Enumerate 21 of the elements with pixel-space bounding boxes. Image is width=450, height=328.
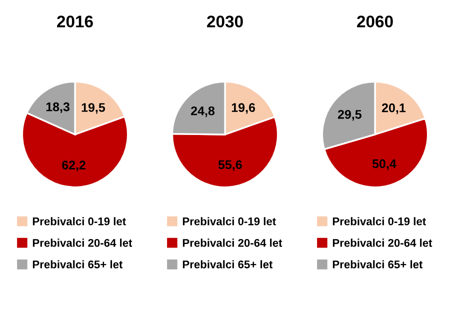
data-label: 20,1 <box>382 103 406 114</box>
data-label: 62,2 <box>62 160 86 172</box>
legend-label: Prebivalci 0-19 let <box>32 217 126 226</box>
data-label: 50,4 <box>372 159 396 170</box>
chart-title: 2016 <box>57 16 93 28</box>
data-label: 24,8 <box>191 106 215 118</box>
chart-title: 2030 <box>207 16 243 28</box>
legend-label: Prebivalci 65+ let <box>182 260 273 268</box>
data-label: 18,3 <box>46 102 70 114</box>
legend-label: Prebivalci 0-19 let <box>332 217 426 226</box>
chart-title: 2060 <box>357 16 393 28</box>
legend-label: Prebivalci 65+ let <box>32 260 123 268</box>
data-label: 55,6 <box>218 160 242 171</box>
legend-label: Prebivalci 20-64 let <box>32 238 132 247</box>
data-label: 29,5 <box>338 110 362 121</box>
legend-label: Prebivalci 20-64 let <box>182 238 282 247</box>
legend-label: Prebivalci 65+ let <box>332 260 423 268</box>
data-label: 19,6 <box>232 103 256 114</box>
data-label: 19,5 <box>82 103 106 114</box>
legend-label: Prebivalci 20-64 let <box>332 238 432 247</box>
legend-label: Prebivalci 0-19 let <box>182 217 276 226</box>
